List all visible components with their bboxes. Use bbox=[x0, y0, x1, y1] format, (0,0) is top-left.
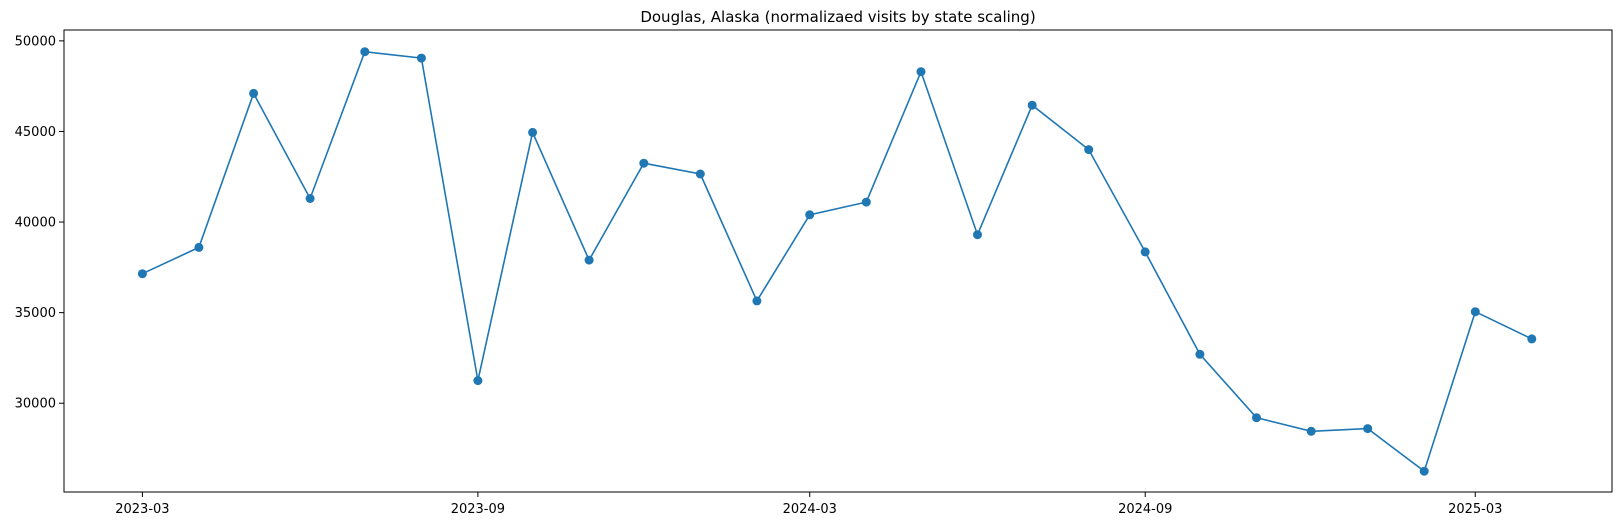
data-point bbox=[528, 127, 538, 137]
data-point bbox=[916, 67, 926, 77]
y-tick-label: 40000 bbox=[15, 216, 56, 231]
y-tick-label: 30000 bbox=[15, 397, 56, 412]
data-point bbox=[249, 88, 259, 98]
x-tick-label: 2025-03 bbox=[1448, 502, 1502, 517]
y-tick-label: 45000 bbox=[15, 125, 56, 140]
data-point bbox=[805, 210, 815, 220]
data-point bbox=[194, 242, 204, 252]
data-point bbox=[1470, 307, 1480, 317]
x-tick-label: 2024-09 bbox=[1118, 502, 1172, 517]
x-tick-label: 2024-03 bbox=[783, 502, 837, 517]
data-point bbox=[1363, 424, 1373, 434]
data-point bbox=[1306, 426, 1316, 436]
y-axis: 30000 35000 40000 45000 50000 bbox=[15, 34, 64, 412]
data-point bbox=[473, 376, 483, 386]
chart-title: Douglas, Alaska (normalizaed visits by s… bbox=[640, 8, 1035, 26]
series-layer bbox=[137, 47, 1537, 476]
series-line bbox=[142, 50, 1533, 473]
data-point bbox=[1527, 334, 1537, 344]
y-tick-label: 50000 bbox=[15, 34, 56, 49]
plot-area-frame bbox=[63, 29, 1613, 493]
data-point bbox=[584, 255, 594, 265]
data-point bbox=[1195, 349, 1205, 359]
x-tick-label: 2023-09 bbox=[451, 502, 505, 517]
data-point bbox=[752, 296, 762, 306]
data-point bbox=[1419, 466, 1429, 476]
data-point bbox=[416, 53, 426, 63]
data-point bbox=[1027, 100, 1037, 110]
data-point bbox=[1140, 247, 1150, 257]
data-point bbox=[1084, 145, 1094, 155]
data-point bbox=[305, 194, 315, 203]
data-point bbox=[360, 47, 370, 57]
x-axis: 2023-03 2023-09 2024-03 2024-09 2025-03 bbox=[115, 492, 1502, 517]
data-point bbox=[973, 230, 982, 240]
data-point bbox=[1252, 413, 1261, 423]
y-tick-label: 35000 bbox=[15, 306, 56, 321]
data-point bbox=[861, 197, 871, 207]
data-point bbox=[639, 158, 649, 168]
data-point bbox=[695, 169, 705, 179]
x-tick-label: 2023-03 bbox=[115, 502, 169, 517]
data-point bbox=[137, 269, 147, 279]
